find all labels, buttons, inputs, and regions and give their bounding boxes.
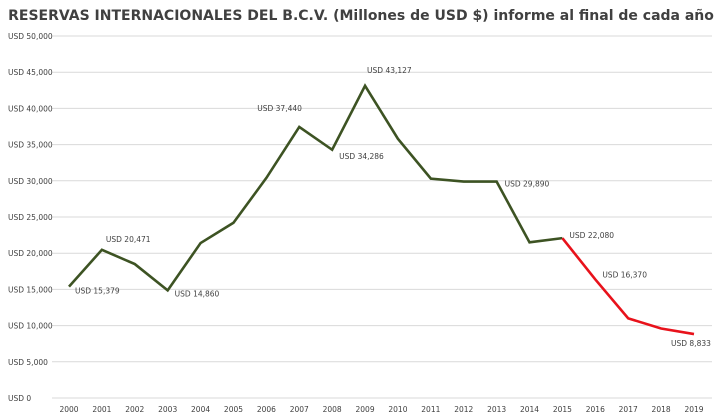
x-tick-label: 2003 [158, 405, 177, 414]
data-label: USD 22,080 [569, 231, 614, 240]
data-labels: USD 15,379 USD 20,471 USD 14,860 USD 37,440… [75, 66, 711, 348]
y-tick-label: USD 10,000 [8, 322, 53, 331]
x-tick-label: 2019 [684, 405, 703, 414]
y-tick-label: USD 0 [8, 394, 31, 403]
y-tick-label: USD 40,000 [8, 104, 53, 113]
gridlines [52, 35, 712, 399]
series-lines [68, 83, 695, 336]
series-line [68, 83, 563, 293]
y-tick-label: USD 35,000 [8, 141, 53, 150]
x-tick-label: 2018 [652, 405, 671, 414]
y-tick-label: USD 50,000 [8, 32, 53, 41]
x-tick-label: 2009 [356, 405, 375, 414]
y-tick-label: USD 20,000 [8, 249, 53, 258]
x-axis-ticks: 2000 2001 2002 2003 2004 2005 2006 2007 2008 2009… [59, 405, 703, 414]
x-tick-label: 2000 [59, 405, 78, 414]
y-tick-label: USD 5,000 [8, 358, 48, 367]
x-tick-label: 2010 [388, 405, 407, 414]
data-label: USD 20,471 [106, 235, 151, 244]
data-label: USD 14,860 [175, 289, 220, 298]
x-tick-label: 2001 [92, 405, 111, 414]
x-tick-label: 2005 [224, 405, 243, 414]
chart-title: RESERVAS INTERNACIONALES DEL B.C.V. (Mil… [8, 8, 714, 24]
x-tick-label: 2012 [454, 405, 473, 414]
x-tick-label: 2017 [619, 405, 638, 414]
y-axis-ticks: USD 0 USD 5,000 USD 10,000 USD 15,000 USD 20… [8, 32, 53, 403]
data-label: USD 29,890 [505, 180, 550, 189]
data-label: USD 37,440 [257, 104, 302, 113]
data-label: USD 16,370 [602, 270, 647, 279]
data-label: USD 43,127 [367, 66, 412, 75]
x-tick-label: 2008 [323, 405, 342, 414]
x-tick-label: 2006 [257, 405, 276, 414]
y-tick-label: USD 45,000 [8, 68, 53, 77]
x-tick-label: 2007 [290, 405, 309, 414]
x-tick-label: 2004 [191, 405, 210, 414]
x-tick-label: 2011 [421, 405, 440, 414]
y-tick-label: USD 25,000 [8, 213, 53, 222]
data-label: USD 34,286 [339, 152, 384, 161]
x-tick-label: 2002 [125, 405, 144, 414]
x-tick-label: 2015 [553, 405, 572, 414]
series-line [561, 237, 695, 336]
x-tick-label: 2013 [487, 405, 506, 414]
data-label: USD 8,833 [671, 339, 711, 348]
y-tick-label: USD 30,000 [8, 177, 53, 186]
data-label: USD 15,379 [75, 287, 120, 296]
y-tick-label: USD 15,000 [8, 285, 53, 294]
x-tick-label: 2016 [586, 405, 605, 414]
x-tick-label: 2014 [520, 405, 539, 414]
